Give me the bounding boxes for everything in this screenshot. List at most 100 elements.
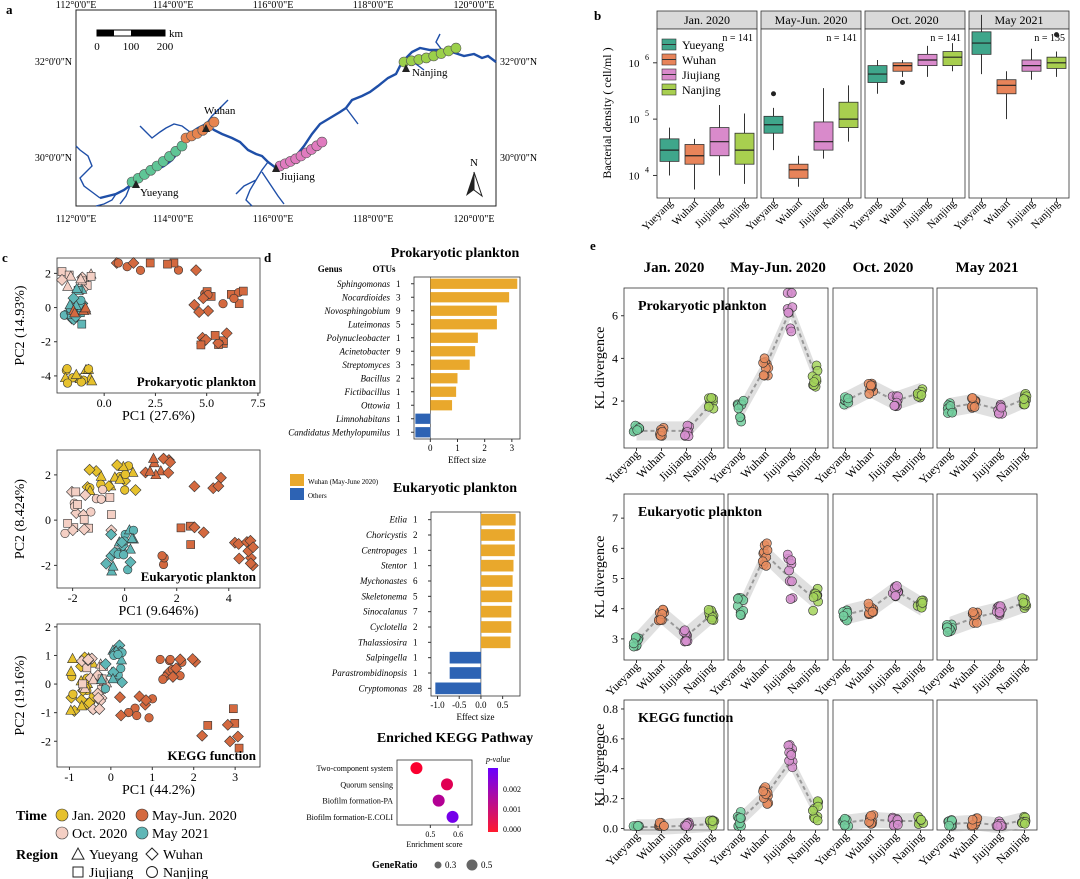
e-ytick-label: 5: [612, 572, 618, 586]
e-point: [681, 821, 691, 831]
c-point: [157, 551, 167, 561]
d2-genus-label: Stentor: [381, 561, 407, 571]
d1-otu-label: 1: [396, 414, 401, 424]
city-marker: [132, 180, 140, 188]
d3-xtick-label: 0.5: [425, 830, 435, 839]
c-point: [127, 257, 140, 269]
e-row-title: Prokaryotic plankton: [638, 299, 767, 314]
e-panel-frame: [727, 493, 829, 661]
c-point: [128, 525, 139, 535]
c-legend: Time Jan. 2020 May-Jun. 2020 Oct. 2020 May 2…: [16, 808, 237, 879]
d2-title: Eukaryotic plankton: [393, 481, 517, 496]
d3-size-tick: 0.3: [445, 860, 457, 870]
c-xlabel: PC1 (9.646%): [118, 604, 198, 619]
city-marker: [202, 124, 210, 132]
c-point: [93, 703, 106, 715]
d1-bar: [430, 292, 510, 303]
e-panel-frame: [623, 287, 725, 449]
b-box: [813, 121, 834, 151]
c-ytick-label: -2: [41, 335, 51, 349]
d2-xtick-label: -1.0: [430, 700, 445, 710]
d1-genus-label: Novosphingobium: [323, 306, 390, 316]
b-facet-title: May 2021: [995, 13, 1044, 27]
e-point: [890, 591, 901, 601]
d2-otu-label: 1: [413, 515, 418, 525]
d2-bar: [480, 621, 512, 633]
b-legend-label: Wuhan: [682, 53, 716, 67]
e-point: [969, 402, 980, 412]
c-point: [119, 550, 129, 560]
c-point: [70, 368, 82, 379]
e-point: [758, 370, 769, 381]
d1-genus-label: Ottowia: [361, 400, 391, 410]
c-point: [163, 259, 172, 269]
c-point: [129, 484, 142, 496]
e-trend-line: [949, 818, 1025, 827]
c-point: [196, 340, 206, 350]
c-point: [166, 670, 179, 683]
d1-genus-label: Limnohabitans: [335, 414, 391, 424]
d2-bar: [480, 544, 515, 557]
c-point: [144, 465, 156, 476]
panel-d-label: d: [264, 250, 272, 265]
d1-xtick-label: 1: [455, 443, 460, 453]
c-point: [147, 452, 159, 463]
c-point: [71, 487, 81, 497]
c-point: [116, 654, 128, 665]
chart-e-kl-divergence: Jan. 2020 May-Jun. 2020 Oct. 2020 May 2021 K…: [593, 260, 1038, 869]
e-ytick-label: 3: [612, 632, 618, 646]
e-trend-line: [949, 601, 1025, 628]
b-xtick-label: Yueyang: [952, 197, 988, 233]
map-lat-label-left: 32°0'0"N: [35, 57, 72, 68]
c-ytick-label: 2: [45, 620, 51, 634]
e-column-title: May-Jun. 2020: [730, 260, 826, 276]
d2-otu-label: 2: [413, 622, 418, 632]
e-point: [866, 380, 876, 391]
river-tributary: [95, 185, 131, 207]
e-point: [735, 813, 746, 823]
d3-pathway-label: Two-component system: [316, 764, 393, 773]
e-point: [916, 390, 927, 400]
d1-genus-label: Nocardioides: [341, 292, 391, 302]
e-panel-frame: [936, 287, 1038, 449]
scale-unit: km: [169, 28, 184, 40]
c-point: [220, 327, 233, 340]
c-point: [234, 743, 244, 753]
b-n-label: n = 141: [722, 33, 753, 44]
e-trend-band: [949, 592, 1025, 637]
c-point: [79, 489, 92, 501]
b-facet-title: Oct. 2020: [891, 13, 938, 27]
c-point: [120, 469, 130, 479]
d1-otu-label: 3: [396, 360, 401, 370]
scale-tick-label: 100: [123, 41, 140, 53]
c-legend-time-label: May 2021: [152, 827, 209, 842]
c-point: [247, 541, 260, 554]
c-point: [78, 679, 87, 689]
d1-otu-label: 1: [396, 333, 401, 343]
d2-genus-label: Cyclotella: [370, 622, 407, 632]
d3-pathway-label: Biofilm formation-E.COLI: [306, 813, 393, 822]
e-point: [681, 636, 691, 647]
d1-otu-label: 2: [396, 373, 401, 383]
e-row-title: Eukaryotic plankton: [638, 505, 762, 520]
d2-otu-label: 6: [413, 576, 418, 586]
d1-bar: [430, 346, 476, 357]
panel-c-label: c: [2, 250, 8, 265]
c-point: [82, 653, 95, 666]
c-ytick-label: 0: [45, 301, 51, 315]
c-legend-region-label: Jiujiang: [89, 866, 133, 879]
c-legend-region-label: Nanjing: [163, 866, 208, 879]
d1-otu-label: 9: [396, 306, 401, 316]
c-point: [221, 718, 234, 731]
d3-color-tick: 0.002: [503, 785, 521, 794]
north-arrow-icon: [473, 171, 483, 198]
c-xlabel: PC1 (27.6%): [122, 409, 195, 424]
d2-otu-label: 1: [413, 561, 418, 571]
c-panel-title: Eukaryotic plankton: [141, 569, 257, 584]
e-trend-band: [740, 753, 816, 828]
d3-pathway-label: Biofilm formation-PA: [322, 797, 393, 806]
c-point: [96, 494, 106, 504]
e-point: [759, 353, 770, 364]
e-point: [867, 607, 878, 617]
e-panel-frame: [623, 699, 725, 831]
